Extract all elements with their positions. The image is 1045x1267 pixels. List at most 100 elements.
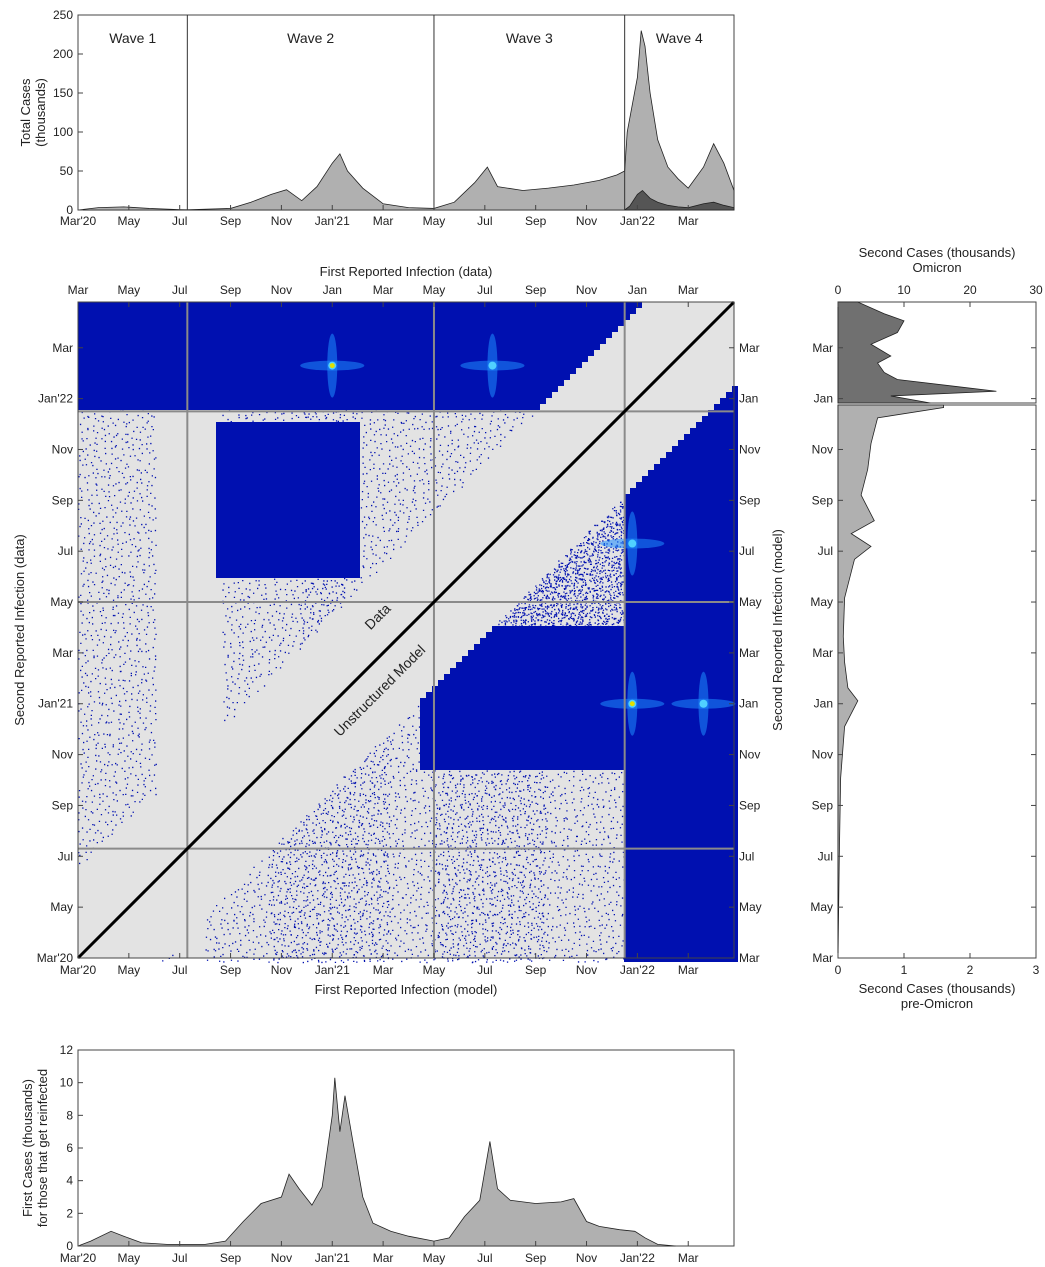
- x-tick-label-top: Jul: [477, 283, 492, 297]
- x-tick-label: Jan'21: [315, 214, 350, 228]
- y-tick-label-right: Nov: [739, 442, 760, 456]
- x-tick-label: May: [118, 1251, 141, 1265]
- y-tick-label: Sep: [812, 493, 834, 507]
- wave-label: Wave 2: [287, 30, 334, 46]
- y-tick-label: 50: [60, 164, 74, 178]
- x-tick-label-top: Jan: [628, 283, 647, 297]
- y-tick-label: 200: [53, 47, 73, 61]
- x-tick-label: Sep: [525, 214, 547, 228]
- y-tick-label: Sep: [812, 798, 834, 812]
- x-tick-label-top: 30: [1029, 283, 1043, 297]
- x-tick-label-top: Mar: [678, 283, 699, 297]
- heatmap-frame: [77, 301, 735, 959]
- y-tick-label: 10: [60, 1076, 74, 1090]
- y-tick-label-left: Jan'21: [38, 697, 73, 711]
- x-tick-label-bottom: Jan'21: [315, 963, 350, 977]
- x-tick-label-bottom: May: [118, 963, 141, 977]
- x-tick-label-bottom: 2: [967, 963, 974, 977]
- y-tick-label: 4: [66, 1174, 73, 1188]
- x-tick-label: Nov: [576, 214, 597, 228]
- y-tick-label: 0: [66, 203, 73, 217]
- y-tick-label-left: Nov: [52, 442, 73, 456]
- x-tick-label: Sep: [220, 1251, 242, 1265]
- x-tick-label-bottom: Jul: [477, 963, 492, 977]
- top-chart: Wave 1 Wave 2 Wave 3 Wave 4 0 50 100 150 200 250 M…: [18, 8, 735, 228]
- top-series-0: [77, 30, 735, 211]
- x-tick-label-bottom: Jan'22: [620, 963, 655, 977]
- x-tick-label-top: May: [118, 283, 141, 297]
- x-tick-label: Mar: [678, 214, 699, 228]
- x-axis-title-top: Second Cases (thousands): [859, 245, 1016, 260]
- x-tick-label: May: [423, 1251, 446, 1265]
- x-tick-label: Sep: [220, 214, 242, 228]
- diagonal-line: [76, 300, 736, 960]
- heatmap-hotspot-core: [699, 699, 708, 708]
- y-tick-label-right: Jan: [739, 392, 758, 406]
- x-tick-label: Sep: [525, 1251, 547, 1265]
- y-tick-label: Jul: [818, 544, 833, 558]
- heatmap-hotspot-core: [488, 361, 497, 370]
- x-tick-label: Jul: [477, 1251, 492, 1265]
- x-tick-label: May: [118, 214, 141, 228]
- x-tick-label: Mar: [373, 1251, 394, 1265]
- pre-omicron-series-area: [837, 404, 944, 959]
- y-axis-title-line: for those that get reinfected: [35, 1069, 50, 1227]
- heatmap-hotspot-core: [628, 539, 637, 548]
- y-tick-label: 8: [66, 1108, 73, 1122]
- x-tick-label-top: 20: [963, 283, 977, 297]
- x-tick-label: Nov: [271, 1251, 292, 1265]
- y-tick-label: Mar: [812, 646, 833, 660]
- x-tick-label: Jul: [172, 1251, 187, 1265]
- right-chart: MarMayJulSepNovJanMarMayJulSepNovJanMar0…: [810, 245, 1043, 1011]
- y-tick-label-left: May: [50, 900, 73, 914]
- x-tick-label-bottom: Jul: [172, 963, 187, 977]
- y-axis-title-right: Second Reported Infection (model): [770, 529, 785, 731]
- y-tick-label-left: Nov: [52, 748, 73, 762]
- y-axis-title-line: (thousands): [33, 78, 48, 147]
- y-tick-label-right: Jul: [739, 849, 754, 863]
- y-tick-label-right: Sep: [739, 798, 761, 812]
- x-tick-label: Mar: [373, 214, 394, 228]
- x-tick-label-top: Sep: [220, 283, 242, 297]
- x-axis-title-bottom: First Reported Infection (model): [315, 982, 498, 997]
- x-tick-label-bottom: Mar'20: [60, 963, 97, 977]
- y-tick-label-right: Mar: [739, 951, 760, 965]
- x-axis-title-bottom: pre-Omicron: [901, 996, 973, 1011]
- y-tick-label: 12: [60, 1043, 74, 1057]
- x-tick-label-top: 0: [835, 283, 842, 297]
- y-tick-label: Jan: [814, 697, 833, 711]
- y-tick-label-right: May: [739, 900, 762, 914]
- y-tick-label-left: Sep: [52, 798, 74, 812]
- y-tick-label: 0: [66, 1239, 73, 1253]
- y-tick-label: Nov: [812, 748, 833, 762]
- x-axis-title-top: Omicron: [912, 260, 961, 275]
- y-tick-label-right: Nov: [739, 748, 760, 762]
- x-tick-label-top: Jul: [172, 283, 187, 297]
- x-tick-label-bottom: 3: [1033, 963, 1040, 977]
- x-tick-label-bottom: Sep: [525, 963, 547, 977]
- x-tick-label: Jan'21: [315, 1251, 350, 1265]
- wave-label: Wave 1: [109, 30, 156, 46]
- y-tick-label: 6: [66, 1141, 73, 1155]
- x-tick-label-bottom: Mar: [678, 963, 699, 977]
- x-tick-label-bottom: Nov: [576, 963, 597, 977]
- x-tick-label: Mar'20: [60, 1251, 97, 1265]
- x-tick-label-top: Mar: [373, 283, 394, 297]
- y-tick-label: 100: [53, 125, 73, 139]
- x-tick-label: Jul: [172, 214, 187, 228]
- y-axis-title-line: First Cases (thousands): [20, 1079, 35, 1217]
- heatmap-peak: [629, 701, 635, 707]
- y-tick-label-left: Jan'22: [38, 392, 73, 406]
- y-tick-label: 2: [66, 1206, 73, 1220]
- y-tick-label-left: Mar: [52, 341, 73, 355]
- x-tick-label-bottom: Sep: [220, 963, 242, 977]
- x-tick-label: Mar'20: [60, 214, 97, 228]
- pre-omicron-plot-frame: [837, 404, 1037, 959]
- bottom-plot-frame: [77, 1049, 735, 1247]
- x-tick-label-bottom: 0: [835, 963, 842, 977]
- wave-label: Wave 3: [506, 30, 553, 46]
- x-tick-label-top: Nov: [576, 283, 597, 297]
- x-tick-label: Mar: [678, 1251, 699, 1265]
- x-tick-label: Jan'22: [620, 214, 655, 228]
